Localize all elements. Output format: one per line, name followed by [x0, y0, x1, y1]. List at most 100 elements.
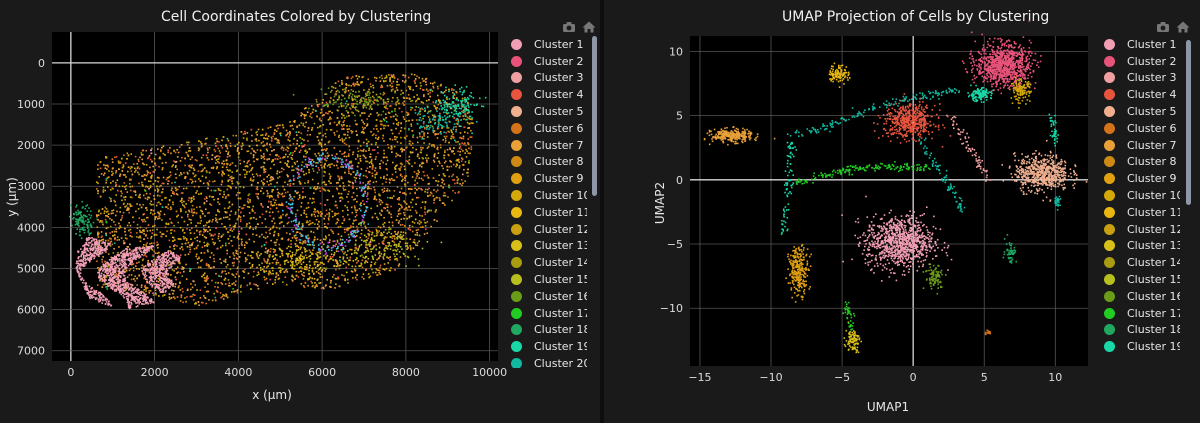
cell-point — [143, 265, 145, 268]
cell-point — [293, 234, 296, 237]
cell-point — [435, 133, 437, 135]
cell-point — [390, 116, 392, 118]
cell-point — [205, 196, 208, 198]
cell-point — [468, 127, 470, 129]
cell-point — [196, 239, 199, 242]
cell-point — [138, 268, 140, 270]
cell-point — [205, 170, 208, 172]
cell-point — [304, 182, 306, 184]
cell-point — [314, 223, 316, 225]
cell-point — [125, 282, 127, 284]
cell-point — [353, 205, 356, 207]
home-icon[interactable] — [582, 18, 596, 33]
cell-point — [466, 121, 469, 124]
cell-point — [185, 187, 188, 190]
cell-point — [375, 143, 377, 146]
cell-point — [105, 156, 107, 158]
cell-point — [372, 87, 375, 89]
cell-point — [290, 256, 292, 259]
cell-point — [347, 282, 349, 284]
cell-point — [352, 103, 355, 106]
cell-point — [403, 212, 405, 214]
cell-point — [192, 214, 194, 217]
cell-point — [352, 112, 355, 114]
cell-point — [429, 121, 432, 123]
cell-point — [376, 171, 378, 174]
cell-point — [344, 171, 346, 174]
cell-point — [129, 243, 131, 246]
cell-point — [397, 124, 399, 126]
cell-point — [399, 256, 402, 258]
cell-point — [342, 215, 344, 218]
cell-point — [267, 250, 269, 252]
cell-point — [405, 111, 408, 114]
camera-icon[interactable] — [562, 18, 576, 32]
cell-point — [318, 169, 320, 171]
cell-point — [303, 210, 306, 212]
cell-point — [120, 195, 123, 197]
cell-point — [404, 76, 406, 78]
cell-point — [407, 181, 409, 184]
cell-point — [418, 157, 421, 160]
cell-point — [162, 176, 165, 179]
cell-point — [128, 178, 131, 181]
cell-point — [411, 119, 414, 121]
cell-point — [365, 175, 367, 178]
cell-point — [470, 122, 473, 124]
cell-point — [370, 131, 372, 133]
cell-point — [263, 144, 266, 147]
cell-point — [420, 206, 422, 209]
cell-point — [363, 203, 365, 205]
cell-point — [101, 220, 103, 222]
cell-point — [272, 198, 275, 201]
cell-point — [307, 284, 309, 287]
cell-point — [270, 247, 272, 250]
cell-point — [468, 160, 470, 162]
cell-point — [301, 267, 303, 270]
cell-point — [247, 254, 249, 257]
cell-point — [327, 141, 330, 144]
cell-point — [375, 268, 378, 270]
cell-point — [286, 174, 288, 176]
cell-point — [322, 286, 324, 289]
cell-point — [217, 209, 219, 211]
cell-point — [316, 136, 319, 138]
cell-point — [150, 177, 153, 179]
cell-point — [226, 252, 228, 255]
cell-point — [183, 270, 185, 273]
cell-point — [165, 178, 168, 181]
cell-point — [444, 137, 447, 140]
cell-point — [142, 213, 145, 216]
cell-point — [366, 118, 368, 120]
cell-point — [343, 189, 345, 191]
cell-point — [367, 237, 370, 240]
cell-point — [207, 184, 210, 186]
spatial-scatter-chart[interactable]: 0 2000 4000 6000 8000 10000 01000200030004000… — [0, 0, 600, 423]
cell-point — [220, 183, 223, 186]
cell-point — [246, 205, 249, 208]
cell-point — [415, 100, 417, 103]
cell-point — [386, 156, 388, 159]
cell-point — [173, 193, 175, 195]
cell-point — [214, 281, 217, 284]
cell-point — [186, 228, 188, 230]
cell-point — [211, 220, 213, 223]
cell-point — [266, 260, 269, 263]
cell-point — [423, 174, 426, 177]
cell-point — [361, 81, 363, 83]
cell-point — [115, 275, 118, 277]
cell-point — [320, 287, 323, 289]
cell-point — [242, 169, 245, 171]
cell-point — [252, 156, 255, 159]
cell-point — [142, 258, 145, 260]
cell-point — [169, 171, 172, 173]
cell-point — [204, 297, 207, 299]
cell-point — [99, 220, 102, 222]
cell-point — [226, 211, 228, 214]
cell-point — [367, 90, 370, 93]
cell-point — [263, 161, 265, 164]
cell-point — [215, 138, 218, 140]
cell-point — [200, 209, 202, 212]
cell-point — [165, 206, 168, 208]
cell-point — [350, 226, 352, 229]
